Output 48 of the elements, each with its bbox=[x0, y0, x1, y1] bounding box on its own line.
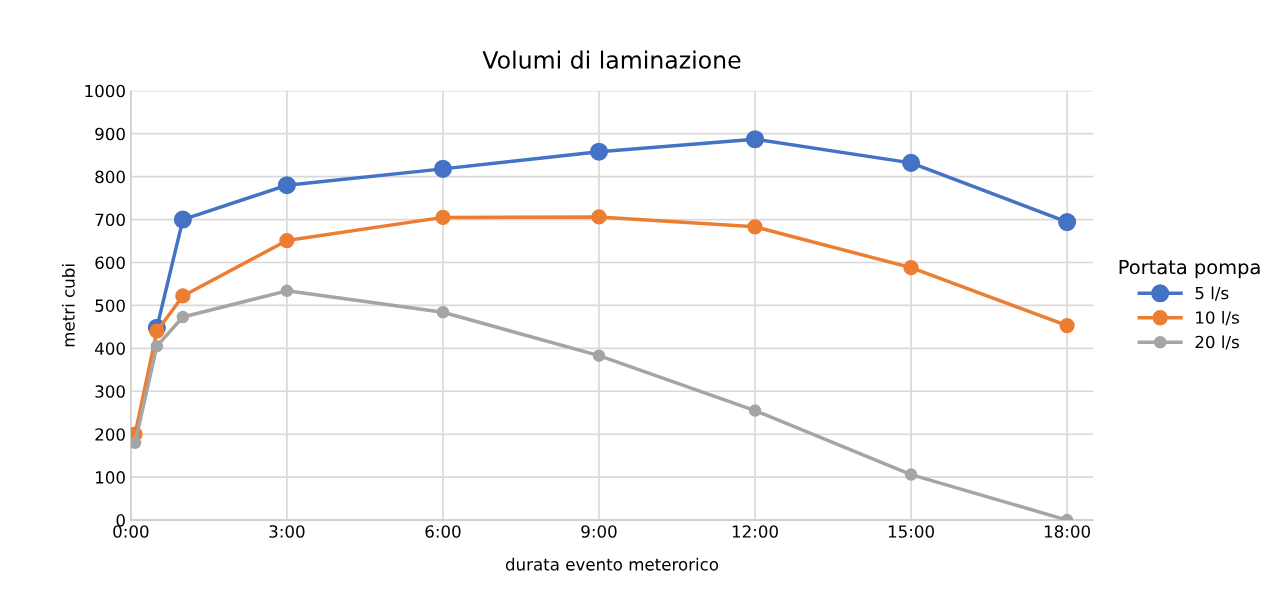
y-tick-label: 400 bbox=[95, 342, 125, 355]
y-tick-label: 800 bbox=[95, 170, 125, 184]
legend-title: Portata pompa bbox=[1119, 259, 1260, 279]
point bbox=[903, 259, 919, 276]
point bbox=[748, 404, 762, 417]
x-tick-label: 3:00 bbox=[269, 525, 305, 538]
y-tick-label: 100 bbox=[96, 471, 125, 484]
point bbox=[592, 349, 606, 362]
y-tick-label: 200 bbox=[95, 428, 125, 441]
chart-title: Volumi di laminazione bbox=[482, 50, 741, 69]
point bbox=[745, 130, 765, 149]
y-tick-label: 1000 bbox=[85, 84, 125, 98]
point bbox=[176, 310, 190, 324]
point bbox=[149, 323, 165, 339]
x-tick-label: 0:00 bbox=[113, 525, 149, 538]
y-tick-label: 300 bbox=[95, 385, 125, 398]
point bbox=[747, 219, 763, 235]
y-tick-label: 600 bbox=[95, 256, 125, 270]
y-tick-label: 0 bbox=[116, 514, 125, 527]
point bbox=[150, 339, 164, 353]
x-tick-label: 9:00 bbox=[581, 525, 617, 538]
point bbox=[589, 142, 609, 161]
point bbox=[904, 468, 918, 481]
x-axis-title: durata evento meterorico bbox=[505, 557, 719, 571]
point bbox=[902, 153, 921, 172]
point bbox=[436, 306, 450, 319]
x-tick-label: 6:00 bbox=[425, 525, 461, 538]
point bbox=[280, 284, 294, 298]
y-tick-label: 700 bbox=[95, 213, 125, 227]
point bbox=[130, 436, 142, 450]
y-tick-label: 900 bbox=[95, 127, 125, 141]
x-tick-label: 15:00 bbox=[888, 525, 934, 538]
point bbox=[433, 159, 452, 178]
y-axis-title: metri cubi bbox=[61, 264, 75, 347]
point bbox=[591, 209, 607, 225]
x-tick-label: 18:00 bbox=[1044, 525, 1091, 538]
point bbox=[175, 288, 191, 304]
point bbox=[173, 210, 192, 229]
x-tick-label: 12:00 bbox=[732, 525, 778, 538]
point bbox=[1058, 213, 1077, 232]
legend-label: 20 l/s bbox=[1195, 335, 1239, 350]
point bbox=[1059, 317, 1075, 334]
point bbox=[279, 232, 295, 249]
point bbox=[435, 209, 451, 226]
legend-label: 10 l/s bbox=[1196, 310, 1239, 326]
legend-label: 5 l/s bbox=[1195, 286, 1229, 301]
y-tick-label: 500 bbox=[95, 299, 125, 312]
point bbox=[277, 176, 296, 195]
